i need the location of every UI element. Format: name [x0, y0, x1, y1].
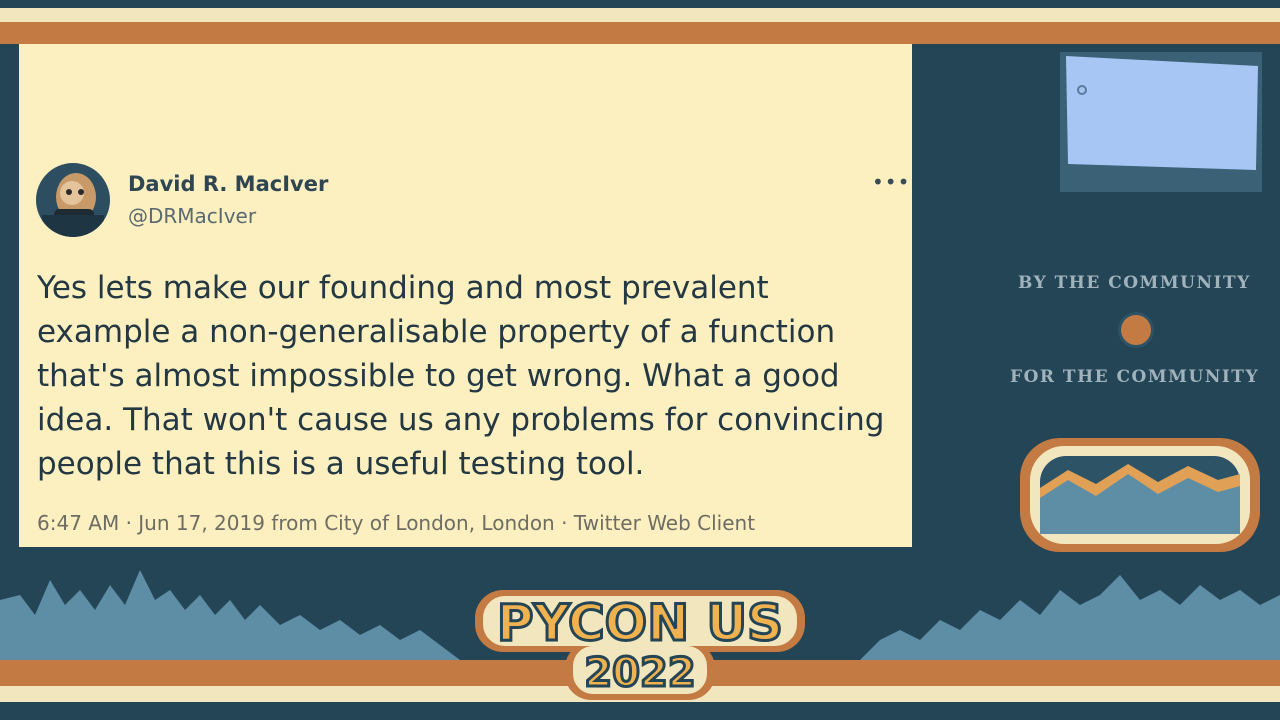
avatar[interactable]: [36, 163, 110, 237]
tweet-card: [19, 44, 912, 547]
more-icon[interactable]: •••: [872, 170, 911, 194]
forest-skyline: [0, 570, 1280, 660]
community-dot: [1121, 315, 1151, 345]
top-cream-stripe: [0, 8, 1280, 22]
top-orange-stripe: [0, 22, 1280, 44]
video-preview: [1060, 52, 1262, 192]
author-name[interactable]: David R. MacIver: [128, 172, 329, 196]
bottom-dark-stripe: [0, 702, 1280, 720]
pycon-title: PYCON US: [497, 594, 783, 652]
community-tagline-1: BY THE COMMUNITY: [1018, 273, 1251, 293]
author-handle[interactable]: @DRMacIver: [128, 204, 257, 228]
pycon-year: 2022: [584, 650, 695, 696]
pycon-logo: PYCON US 2022: [475, 590, 805, 700]
tweet-meta[interactable]: 6:47 AM · Jun 17, 2019 from City of Lond…: [37, 511, 756, 535]
mountain-badge: [1020, 438, 1260, 552]
tweet-text: Yes lets make our founding and most prev…: [37, 270, 885, 482]
community-tagline-2: FOR THE COMMUNITY: [1010, 367, 1260, 387]
